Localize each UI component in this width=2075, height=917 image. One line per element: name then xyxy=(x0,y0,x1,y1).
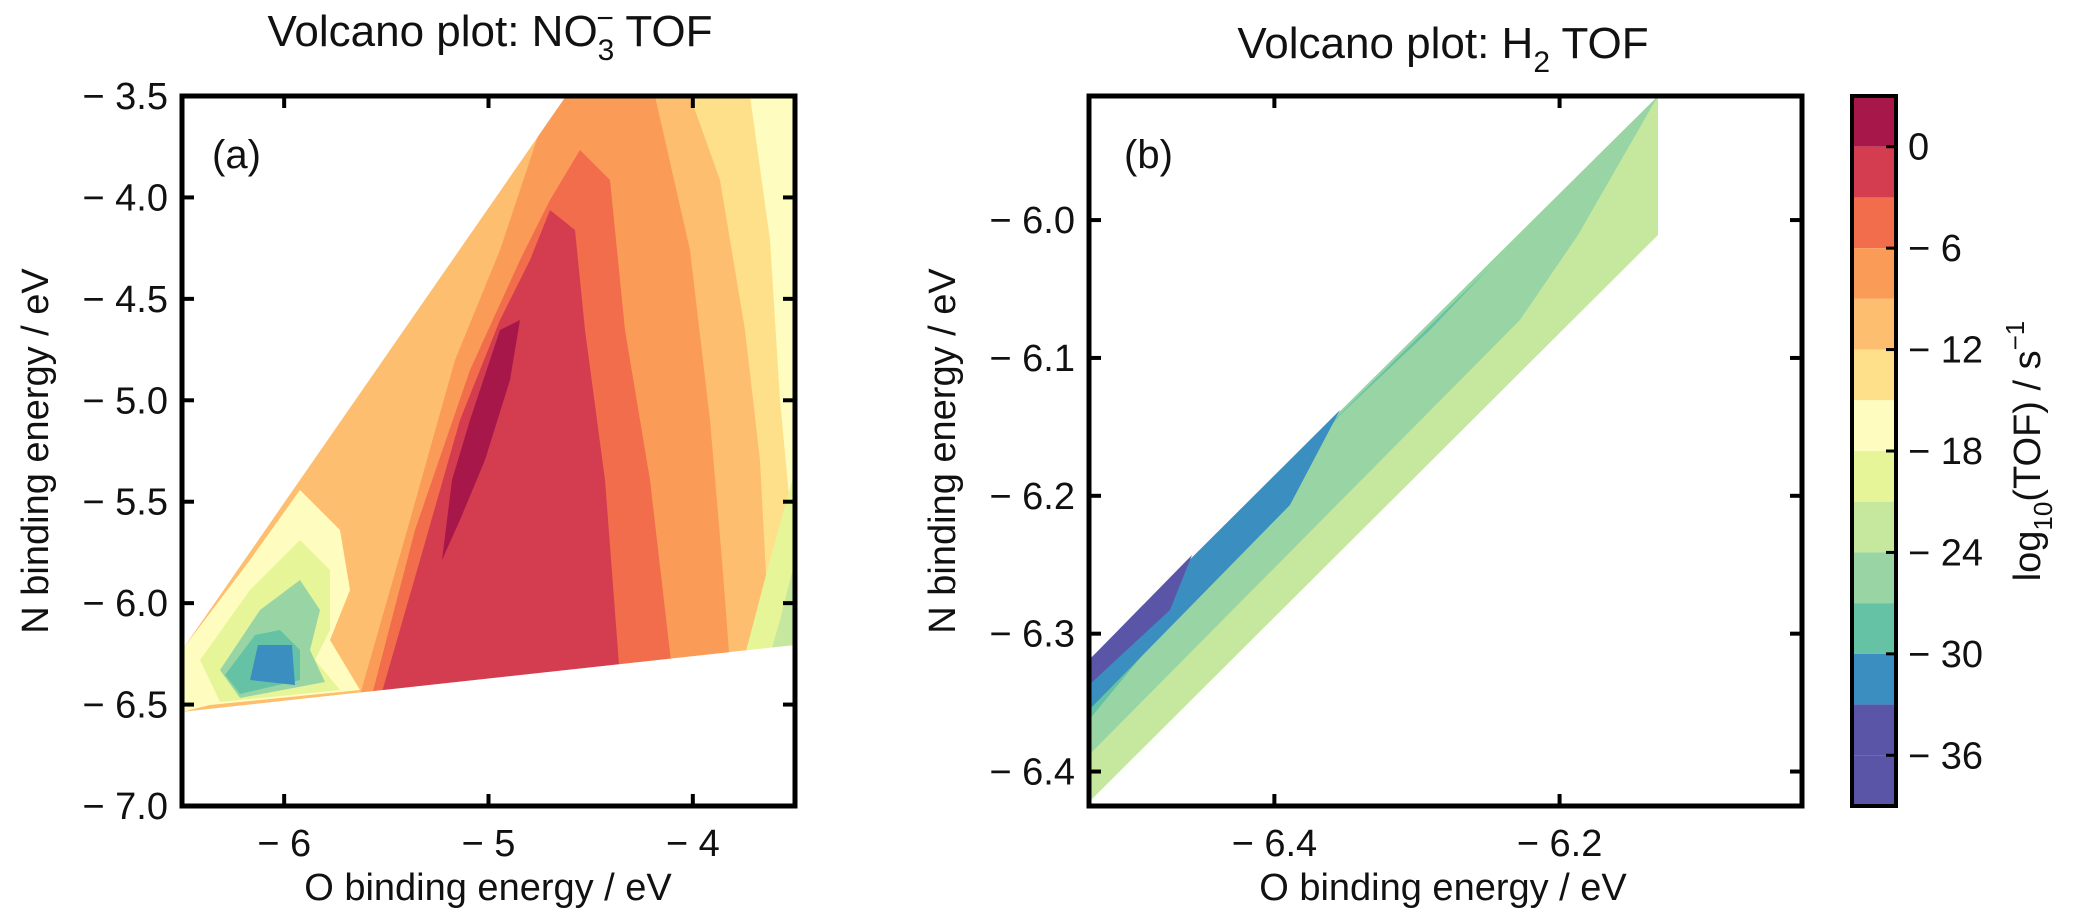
colorbar-band xyxy=(1852,248,1896,299)
colorbar-tick-label: − 18 xyxy=(1908,431,1983,473)
panel-b-ytick-label: − 6.4 xyxy=(989,752,1075,794)
colorbar-band xyxy=(1852,603,1896,654)
region-b-band-33 xyxy=(1089,410,1340,710)
region-a-peak xyxy=(442,320,520,560)
colorbar-band xyxy=(1852,146,1896,198)
panel-a-xtick-label: − 5 xyxy=(462,823,516,865)
colorbar-bands xyxy=(1852,96,1896,806)
region-b-band-36 xyxy=(1089,555,1192,685)
colorbar-band xyxy=(1852,501,1896,553)
panel-a-ytick-label: − 5.0 xyxy=(82,380,168,422)
panel-b-ytick-label: − 6.1 xyxy=(989,338,1075,380)
panel-a-ytick-label: − 4.5 xyxy=(82,279,168,321)
region-a-red xyxy=(382,210,620,692)
colorbar-band xyxy=(1852,298,1896,350)
panel-b-ytick-label: − 6.0 xyxy=(989,200,1075,242)
panel-a-ylabel: N binding energy / eV xyxy=(15,268,57,634)
region-a-far-right-4 xyxy=(772,560,795,648)
colorbar: 0 − 6 − 12 − 18 − 24 − 30 − 36 log10(TOF) / s−… xyxy=(1850,94,2058,808)
colorbar-band xyxy=(1852,349,1896,401)
panel-b-xtick-label: − 6.2 xyxy=(1517,823,1603,865)
panel-a-ytick-label: − 4.0 xyxy=(82,177,168,219)
panel-b-contours xyxy=(1089,96,1658,802)
region-a-lower-cut xyxy=(182,645,795,806)
panel-a-contours xyxy=(182,96,795,806)
panel-b-xtick-label: − 6.4 xyxy=(1232,823,1318,865)
colorbar-tick-label: − 6 xyxy=(1908,228,1962,270)
panel-b-title: Volcano plot: H2 TOF xyxy=(1237,19,1648,79)
colorbar-band xyxy=(1852,552,1896,604)
colorbar-tick-label: − 30 xyxy=(1908,634,1983,676)
colorbar-band xyxy=(1852,755,1896,806)
colorbar-band xyxy=(1852,96,1896,147)
region-a-far-right-3 xyxy=(745,470,795,655)
panel-a-ytick-label: − 6.0 xyxy=(82,583,168,625)
panel-a-ytick-label: − 5.5 xyxy=(82,482,168,524)
panel-b-frame xyxy=(1086,93,1805,809)
region-b-band-21 xyxy=(1089,96,1658,755)
region-a-left-blue xyxy=(250,645,295,685)
region-a-far-right-1 xyxy=(690,96,795,650)
colorbar-band xyxy=(1852,451,1896,502)
panel-a-label: (a) xyxy=(212,133,261,177)
panel-b-ylabel: N binding energy / eV xyxy=(922,268,964,634)
colorbar-tick-label: − 36 xyxy=(1908,735,1983,777)
colorbar-tick-label: − 12 xyxy=(1908,330,1983,372)
panel-a-ytick-label: − 7.0 xyxy=(82,786,168,828)
panel-b-ytick-label: − 6.2 xyxy=(989,476,1075,518)
panel-b-label: (b) xyxy=(1124,133,1173,177)
colorbar-label: log10(TOF) / s−1 xyxy=(2000,321,2058,582)
panel-a: Volcano plot: NO3− TOF − 6 − 5 − 4 − 3.5 − 4… xyxy=(15,2,798,909)
colorbar-band xyxy=(1852,400,1896,451)
colorbar-band xyxy=(1852,704,1896,756)
panel-a-axes: − 6 − 5 − 4 − 3.5 − 4.0 − 4.5 − 5.0 − 5.5 − 6.0 −… xyxy=(82,76,795,865)
colorbar-band xyxy=(1852,197,1896,249)
panel-a-ytick-label: − 6.5 xyxy=(82,685,168,727)
panel-b-axes: − 6.4 − 6.2 − 6.0 − 6.1 − 6.2 − 6.3 − 6.4 xyxy=(989,96,1802,865)
colorbar-band xyxy=(1852,653,1896,705)
panel-b-ytick-label: − 6.3 xyxy=(989,614,1075,656)
panel-b-xlabel: O binding energy / eV xyxy=(1259,867,1627,909)
panel-b: Volcano plot: H2 TOF − 6.4− 6.2− 6.0− 6.… xyxy=(922,19,1805,909)
colorbar-tick-label: 0 xyxy=(1908,127,1929,169)
panel-a-xtick-label: − 4 xyxy=(666,823,720,865)
panel-a-xlabel: O binding energy / eV xyxy=(304,867,672,909)
region-a-upper-cut xyxy=(182,96,566,650)
region-a-far-right-2 xyxy=(750,96,795,560)
panel-a-xtick-label: − 6 xyxy=(257,823,311,865)
panel-a-ytick-label: − 3.5 xyxy=(82,76,168,118)
colorbar-tick-label: − 24 xyxy=(1908,532,1983,574)
colorbar-ticks: 0 − 6 − 12 − 18 − 24 − 30 − 36 xyxy=(1886,127,1983,777)
panel-a-title: Volcano plot: NO3− TOF xyxy=(267,2,712,67)
